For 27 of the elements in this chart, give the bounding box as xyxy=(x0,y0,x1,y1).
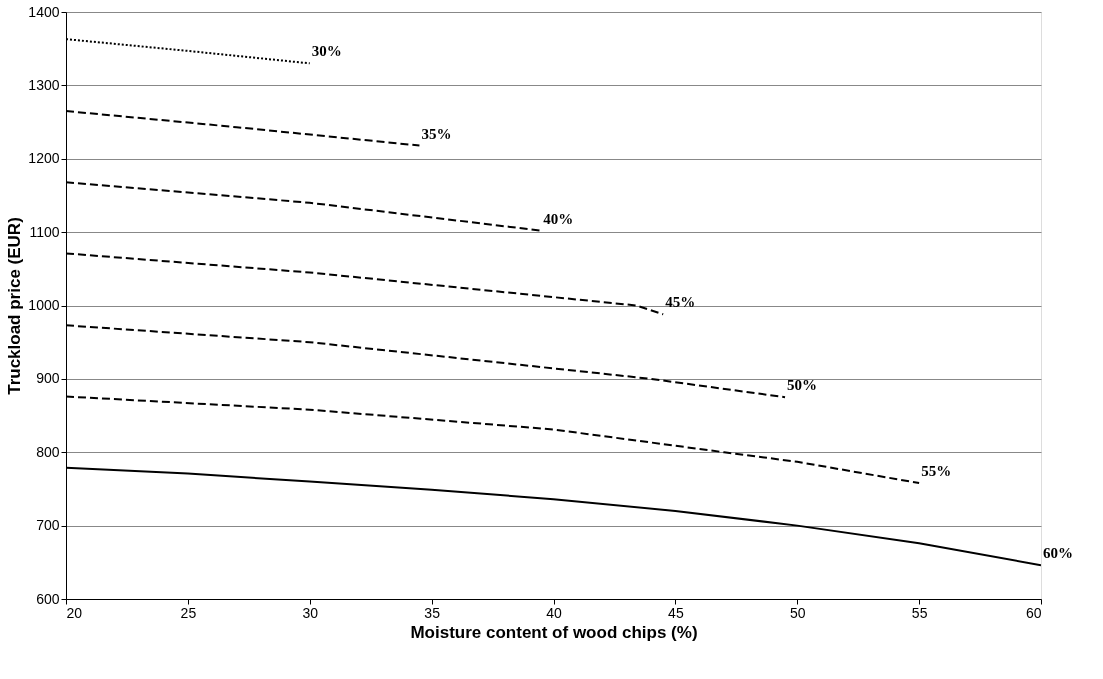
series-label: 55% xyxy=(921,463,952,480)
y-tick-label: 1200 xyxy=(28,150,60,167)
y-tick-label: 900 xyxy=(36,370,60,387)
x-tick-label: 25 xyxy=(180,604,197,621)
series-label: 60% xyxy=(1043,545,1073,562)
x-tick-label: 35 xyxy=(424,604,441,621)
y-tick-label: 800 xyxy=(36,443,60,460)
series-label: 50% xyxy=(787,377,818,394)
series-label: 35% xyxy=(421,125,452,142)
x-tick-label: 55 xyxy=(911,604,928,621)
x-tick-label: 50 xyxy=(789,604,806,621)
series-label: 40% xyxy=(543,210,574,227)
y-axis-title: Truckload price (EUR) xyxy=(5,217,25,395)
x-tick-label: 30 xyxy=(302,604,319,621)
series-label: 45% xyxy=(665,294,696,311)
x-tick-label: 45 xyxy=(668,604,684,621)
y-tick-label: 1400 xyxy=(28,3,60,20)
y-tick-label: 700 xyxy=(36,517,60,534)
x-axis-title: Moisture content of wood chips (%) xyxy=(410,622,698,642)
y-tick-label: 1300 xyxy=(28,76,60,93)
y-tick-label: 1000 xyxy=(28,297,60,313)
series-label: 30% xyxy=(311,43,342,60)
x-tick-label: 40 xyxy=(546,604,562,621)
y-tick-label: 600 xyxy=(36,590,60,607)
x-tick-label: 20 xyxy=(66,604,83,621)
x-tick-label: 60 xyxy=(1025,604,1042,621)
y-tick-label: 1100 xyxy=(29,223,60,240)
